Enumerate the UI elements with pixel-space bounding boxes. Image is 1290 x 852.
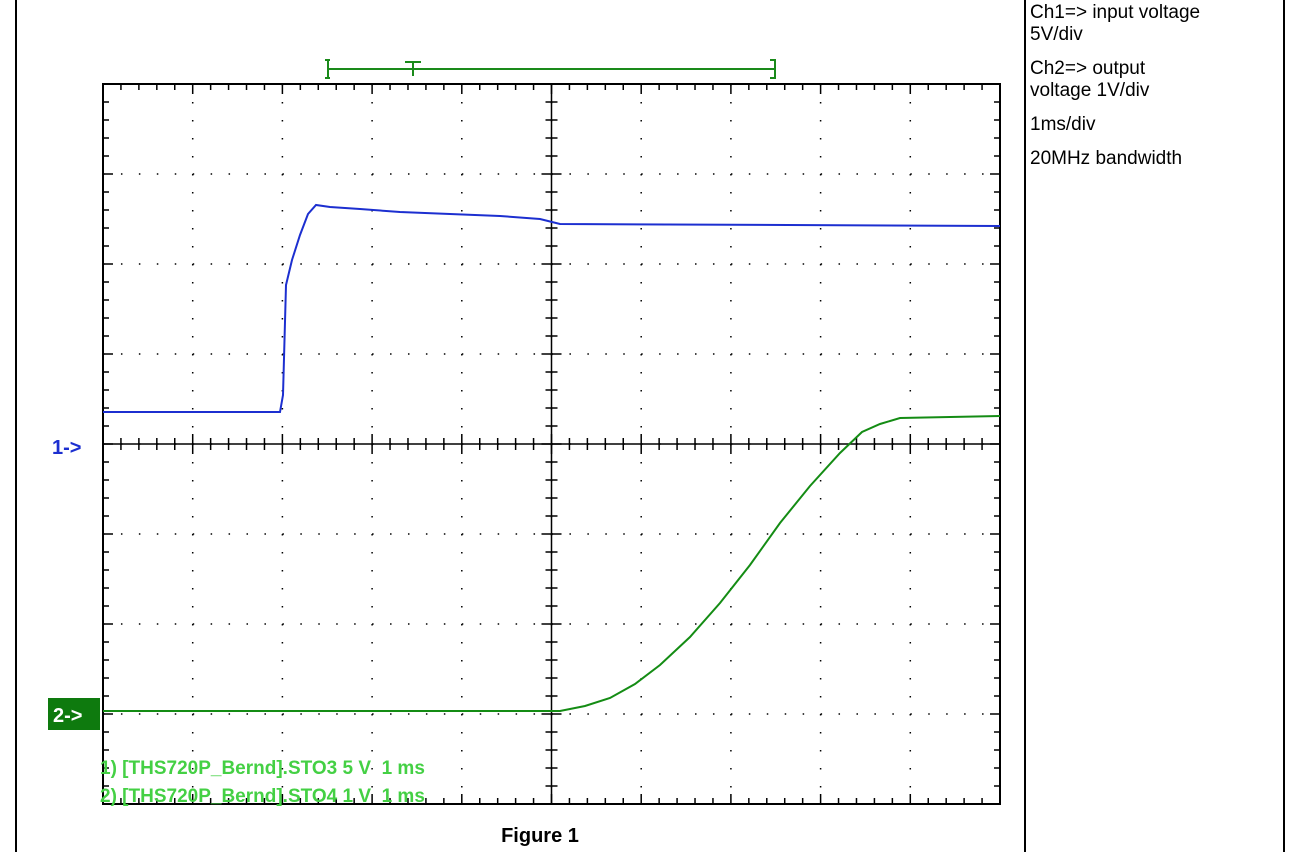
figure-caption: Figure 1 xyxy=(501,825,579,847)
scope-readout: 1) [THS720P_Bernd].STO3 5 V 1 ms xyxy=(100,758,425,779)
ch1-trace xyxy=(103,203,1001,413)
note: 1ms/div xyxy=(1030,114,1096,135)
scope-readout: 2) [THS720P_Bernd].STO4 1 V 1 ms xyxy=(100,786,425,807)
trigger-bar xyxy=(325,59,776,79)
ch2-marker-box xyxy=(48,698,100,730)
note: 20MHz bandwidth xyxy=(1030,148,1183,169)
scope-grid xyxy=(102,83,1001,805)
notes: Ch1=> input voltage 5V/div Ch2=> output … xyxy=(1030,2,1280,182)
note: Ch1=> input voltage 5V/div xyxy=(1030,2,1201,45)
ch2-trace xyxy=(103,415,1001,712)
table-border xyxy=(15,0,1285,852)
note: Ch2=> output voltage 1V/div xyxy=(1030,58,1150,101)
ch2-marker: 2-> xyxy=(53,705,82,727)
ch1-marker: 1-> xyxy=(52,437,81,459)
